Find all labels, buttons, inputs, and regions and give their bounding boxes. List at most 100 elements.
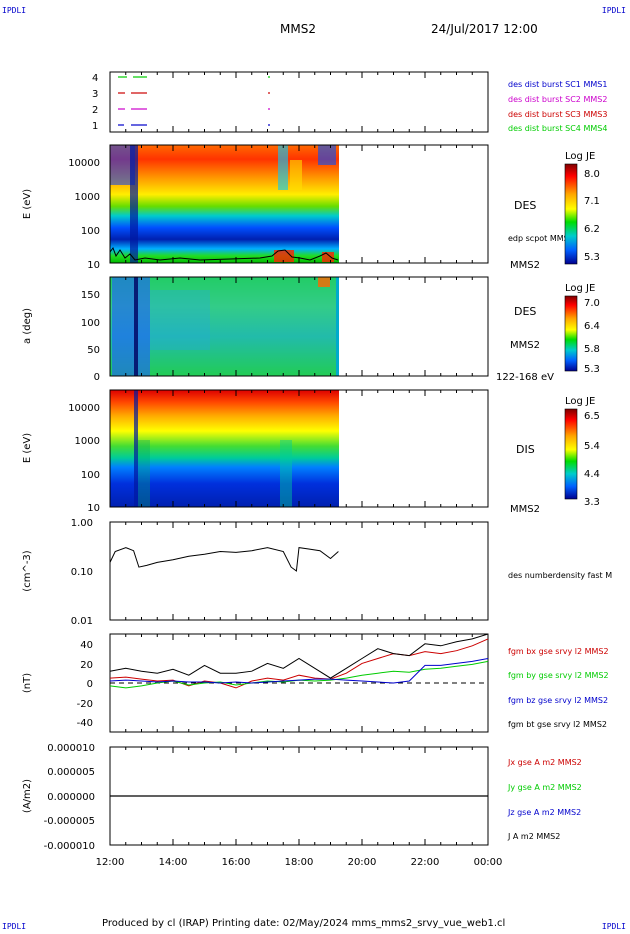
des-pitch-feature (134, 277, 138, 376)
corner-mark-tr: IPDLI (601, 6, 626, 15)
current-ytick: 0.000000 (47, 792, 95, 803)
des-energy-colorbar-tick: 8.0 (584, 169, 600, 180)
dis-energy-colorbar-tick: 3.3 (584, 497, 600, 508)
des-pitch-colorbar (564, 295, 578, 372)
density-ytick: 1.00 (71, 518, 93, 529)
availability-frame (109, 71, 489, 133)
fgm-ytick: 20 (80, 660, 93, 671)
current-ylabel: (A/m2) (22, 779, 33, 813)
dis-energy-ytick: 10000 (68, 403, 100, 414)
des-energy-feature (274, 250, 294, 262)
des-energy-feature (322, 252, 334, 262)
x-tick-label: 18:00 (285, 857, 314, 868)
fgm-legend: fgm by gse srvy l2 MMS2 (508, 671, 609, 680)
current-ytick: -0.000005 (44, 816, 95, 827)
current-legend: Jy gse A m2 MMS2 (507, 783, 582, 792)
x-tick-label: 16:00 (222, 857, 251, 868)
des-pitch-colorbar-tick: 6.4 (584, 321, 600, 332)
dis-energy-ytick: 100 (81, 470, 100, 481)
avail-ytick: 2 (92, 105, 98, 116)
dis-energy-feature (280, 440, 292, 507)
dis-energy-colorbar-tick: 5.4 (584, 441, 600, 452)
dis-energy-feature (134, 390, 138, 507)
fgm-ytick: -20 (77, 699, 93, 710)
x-tick-label: 22:00 (411, 857, 440, 868)
fgm-series-line (109, 658, 489, 684)
des-pitch-ylabel: a (deg) (22, 308, 33, 344)
density-series-line (109, 547, 339, 572)
fgm-legend: fgm bx gse srvy l2 MMS2 (508, 647, 609, 656)
density-ylabel: (cm^-3) (22, 550, 33, 591)
dis-energy-colorbar-title: Log JE (565, 396, 595, 407)
des-pitch-ytick: 150 (81, 290, 100, 301)
des-pitch-feature (318, 277, 330, 287)
dis-energy-colorbar-tick: 4.4 (584, 469, 600, 480)
fgm-ytick: 40 (80, 640, 93, 651)
des-energy-colorbar-title: Log JE (565, 151, 595, 162)
des-energy-feature (290, 160, 302, 190)
x-tick-label: 00:00 (474, 857, 503, 868)
des-energy-sublabel: MMS2 (510, 260, 540, 271)
des-energy-ytick: 10 (87, 260, 100, 271)
dis-energy-spectrogram (110, 390, 339, 507)
scpot-label: edp scpot MMS2 (508, 234, 574, 243)
fgm-series-line (109, 638, 489, 689)
des-pitch-colorbar-tick: 5.3 (584, 364, 600, 375)
avail-legend: des dist burst SC1 MMS1 (508, 80, 607, 89)
corner-mark-br: IPDLI (601, 922, 626, 931)
des-pitch-energy-band: 122-168 eV (496, 372, 554, 383)
des-pitch-feature (150, 290, 210, 350)
current-legend: Jx gse A m2 MMS2 (507, 758, 582, 767)
des-energy-feature (130, 145, 138, 263)
des-energy-spectrogram (110, 145, 339, 263)
scpot-line (109, 246, 339, 261)
footer-credit: Produced by cl (IRAP) Printing date: 02/… (102, 918, 506, 929)
density-ytick: 0.10 (71, 567, 93, 578)
dis-energy-ytick: 1000 (75, 436, 100, 447)
dis-energy-colorbar (564, 408, 578, 500)
des-energy-feature (278, 145, 288, 190)
des-pitch-feature (112, 277, 150, 376)
dis-energy-colorbar-tick: 6.5 (584, 411, 600, 422)
fgm-legend: fgm bz gse srvy l2 MMS2 (508, 696, 608, 705)
x-tick-label: 20:00 (348, 857, 377, 868)
avail-ytick: 1 (92, 121, 98, 132)
avail-legend: des dist burst SC3 MMS3 (508, 110, 607, 119)
des-pitch-colorbar-tick: 5.8 (584, 344, 600, 355)
current-legend: Jz gse A m2 MMS2 (507, 808, 581, 817)
x-tick-label: 12:00 (96, 857, 125, 868)
des-pitch-sublabel: MMS2 (510, 340, 540, 351)
dis-energy-label: DIS (516, 443, 535, 456)
des-energy-colorbar-tick: 5.3 (584, 252, 600, 263)
fgm-ytick: -40 (77, 718, 93, 729)
des-energy-feature (318, 145, 336, 165)
fgm-series-line (109, 633, 489, 679)
des-pitch-ytick: 0 (94, 372, 100, 383)
fgm-ytick: 0 (87, 679, 93, 690)
avail-ytick: 3 (92, 89, 98, 100)
fgm-ylabel: (nT) (22, 673, 33, 693)
density-legend: des numberdensity fast M (508, 571, 612, 580)
des-energy-ylabel: E (eV) (22, 189, 33, 219)
des-energy-ytick: 1000 (75, 192, 100, 203)
page-title: MMS2 (280, 22, 316, 36)
corner-mark-tl: IPDLI (2, 6, 27, 15)
dis-energy-sublabel: MMS2 (510, 504, 540, 515)
density-frame (109, 521, 489, 621)
des-pitch-ytick: 50 (87, 345, 100, 356)
des-pitch-feature (336, 277, 339, 376)
fgm-legend: fgm bt gse srvy l2 MMS2 (508, 720, 607, 729)
dis-energy-ylabel: E (eV) (22, 433, 33, 463)
current-legend: J A m2 MMS2 (507, 832, 560, 841)
des-pitch-colorbar-tick: 7.0 (584, 298, 600, 309)
des-energy-colorbar-tick: 7.1 (584, 196, 600, 207)
avail-legend: des dist burst SC4 MMS4 (508, 124, 607, 133)
current-ytick: 0.000005 (47, 767, 95, 778)
plot-area: 4 3 2 1 des dist burst SC1 MMS1 des dist… (22, 71, 612, 868)
des-energy-ytick: 100 (81, 226, 100, 237)
avail-ytick: 4 (92, 73, 98, 84)
density-ytick: 0.01 (71, 616, 93, 627)
x-tick-label: 14:00 (159, 857, 188, 868)
des-pitch-ytick: 100 (81, 318, 100, 329)
dis-energy-ytick: 10 (87, 503, 100, 514)
